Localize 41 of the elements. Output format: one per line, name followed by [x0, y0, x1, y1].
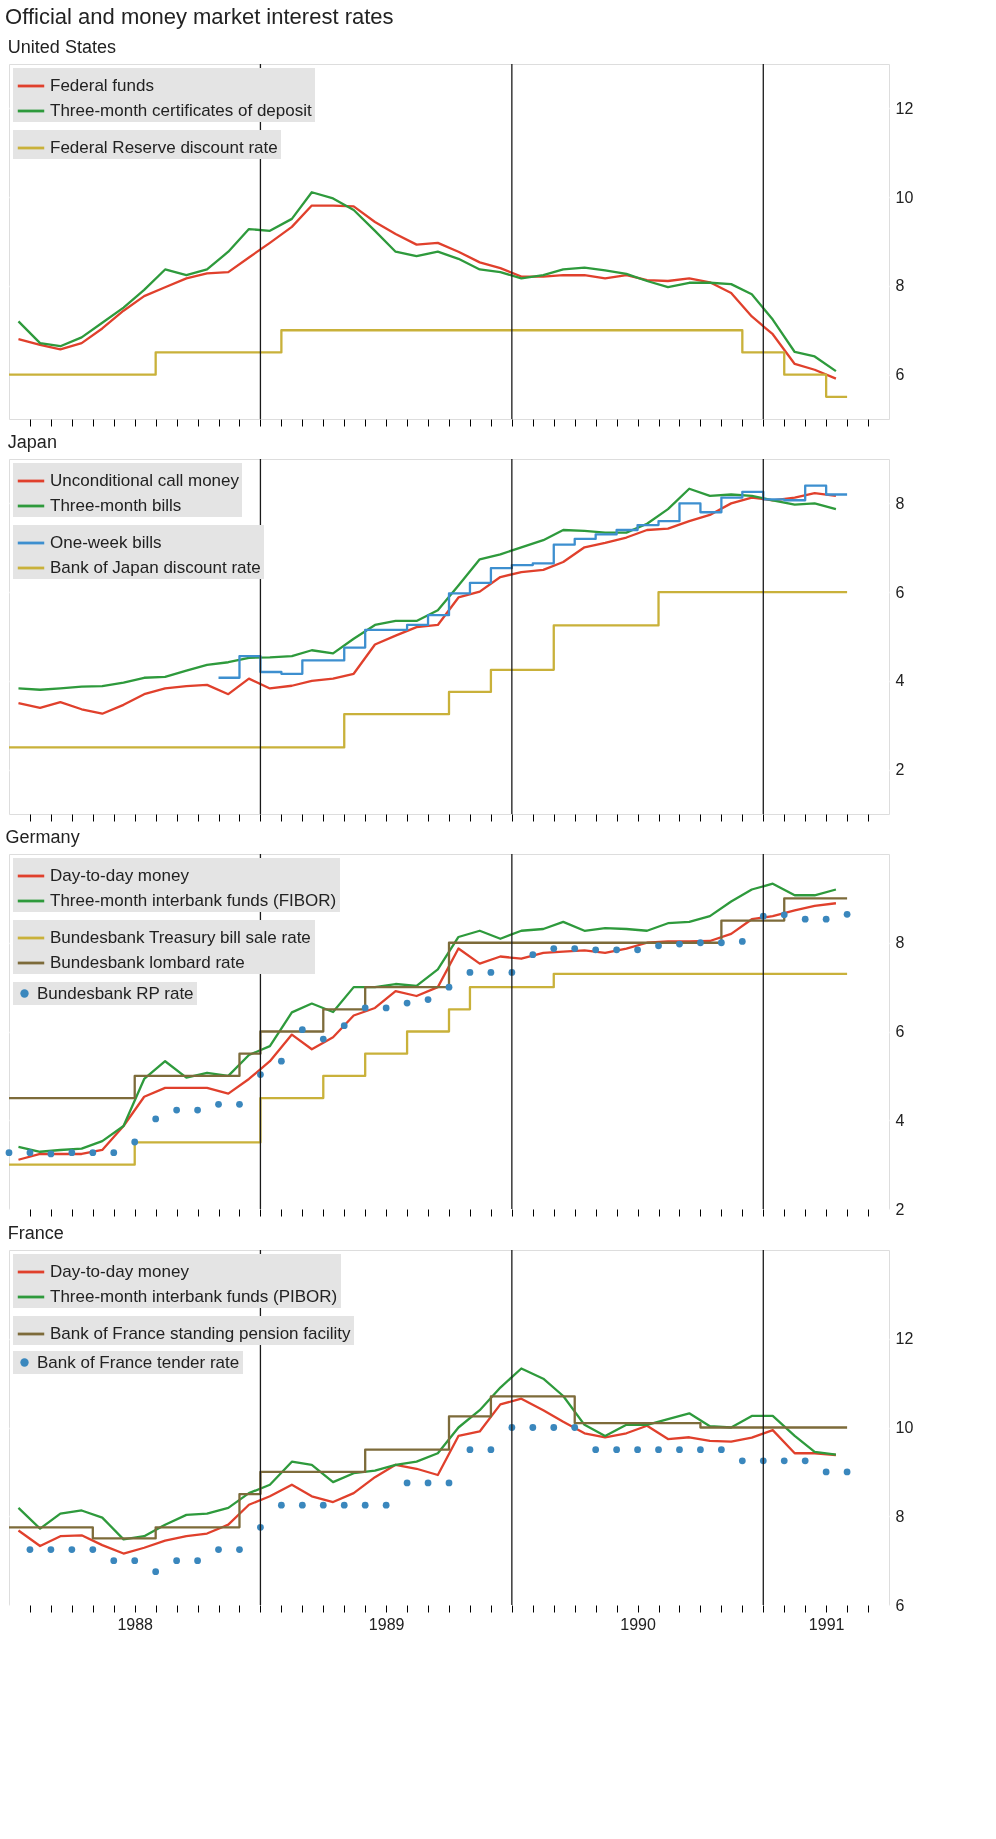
- y-tick-label: 8: [895, 934, 905, 952]
- legend-label: Federal Reserve discount rate: [50, 138, 278, 157]
- legend-label: Bank of France standing pension facility: [50, 1324, 351, 1343]
- legend-label: Bundesbank Treasury bill sale rate: [50, 928, 311, 947]
- legend-label: Three-month interbank funds (PIBOR): [50, 1287, 338, 1306]
- legend-label: Three-month certificates of deposit: [50, 101, 313, 120]
- chart-title: France: [7, 1223, 64, 1244]
- y-tick-label: 10: [895, 1419, 914, 1436]
- y-tick-label: 8: [895, 1507, 905, 1525]
- legend-label: Bank of Japan discount rate: [50, 558, 261, 577]
- y-tick-label: 2: [895, 1200, 905, 1218]
- y-tick-label: 4: [895, 1111, 905, 1129]
- y-tick-label: 6: [895, 366, 905, 384]
- legend-label: Day-to-day money: [50, 1262, 190, 1281]
- legend-label: Bank of France tender rate: [37, 1352, 240, 1372]
- legend-label: Three-month bills: [50, 496, 182, 515]
- y-tick-label: 2: [895, 761, 905, 779]
- y-tick-label: 12: [895, 99, 914, 117]
- y-tick-label: 4: [895, 672, 905, 690]
- y-tick-label: 8: [895, 277, 905, 295]
- y-tick-label: 8: [895, 494, 905, 512]
- legend-label: Federal funds: [50, 76, 154, 95]
- legend-label: Bundesbank lombard rate: [50, 953, 245, 972]
- legend-label: Three-month interbank funds (FIBOR): [50, 891, 337, 910]
- x-tick-label: 1991: [808, 1615, 845, 1633]
- x-tick-label: 1990: [620, 1615, 656, 1633]
- x-tick-label: 1988: [117, 1615, 154, 1633]
- y-tick-label: 6: [895, 1023, 905, 1040]
- chart-title: Japan: [7, 432, 57, 453]
- chart-title: Germany: [5, 827, 80, 848]
- legend-label: One-week bills: [50, 533, 162, 552]
- chart-subtitle: United States: [7, 37, 116, 58]
- legend-label: Unconditional call money: [50, 471, 240, 490]
- y-tick-label: 10: [895, 188, 914, 206]
- legend-label: Bundesbank RP rate: [37, 983, 194, 1003]
- x-tick-label: 1989: [368, 1615, 405, 1633]
- y-tick-label: 6: [895, 583, 905, 601]
- y-tick-label: 12: [895, 1330, 914, 1348]
- y-tick-label: 6: [895, 1596, 905, 1614]
- legend-label: Day-to-day money: [50, 866, 190, 885]
- chart-title: Official and money market interest rates: [5, 3, 394, 29]
